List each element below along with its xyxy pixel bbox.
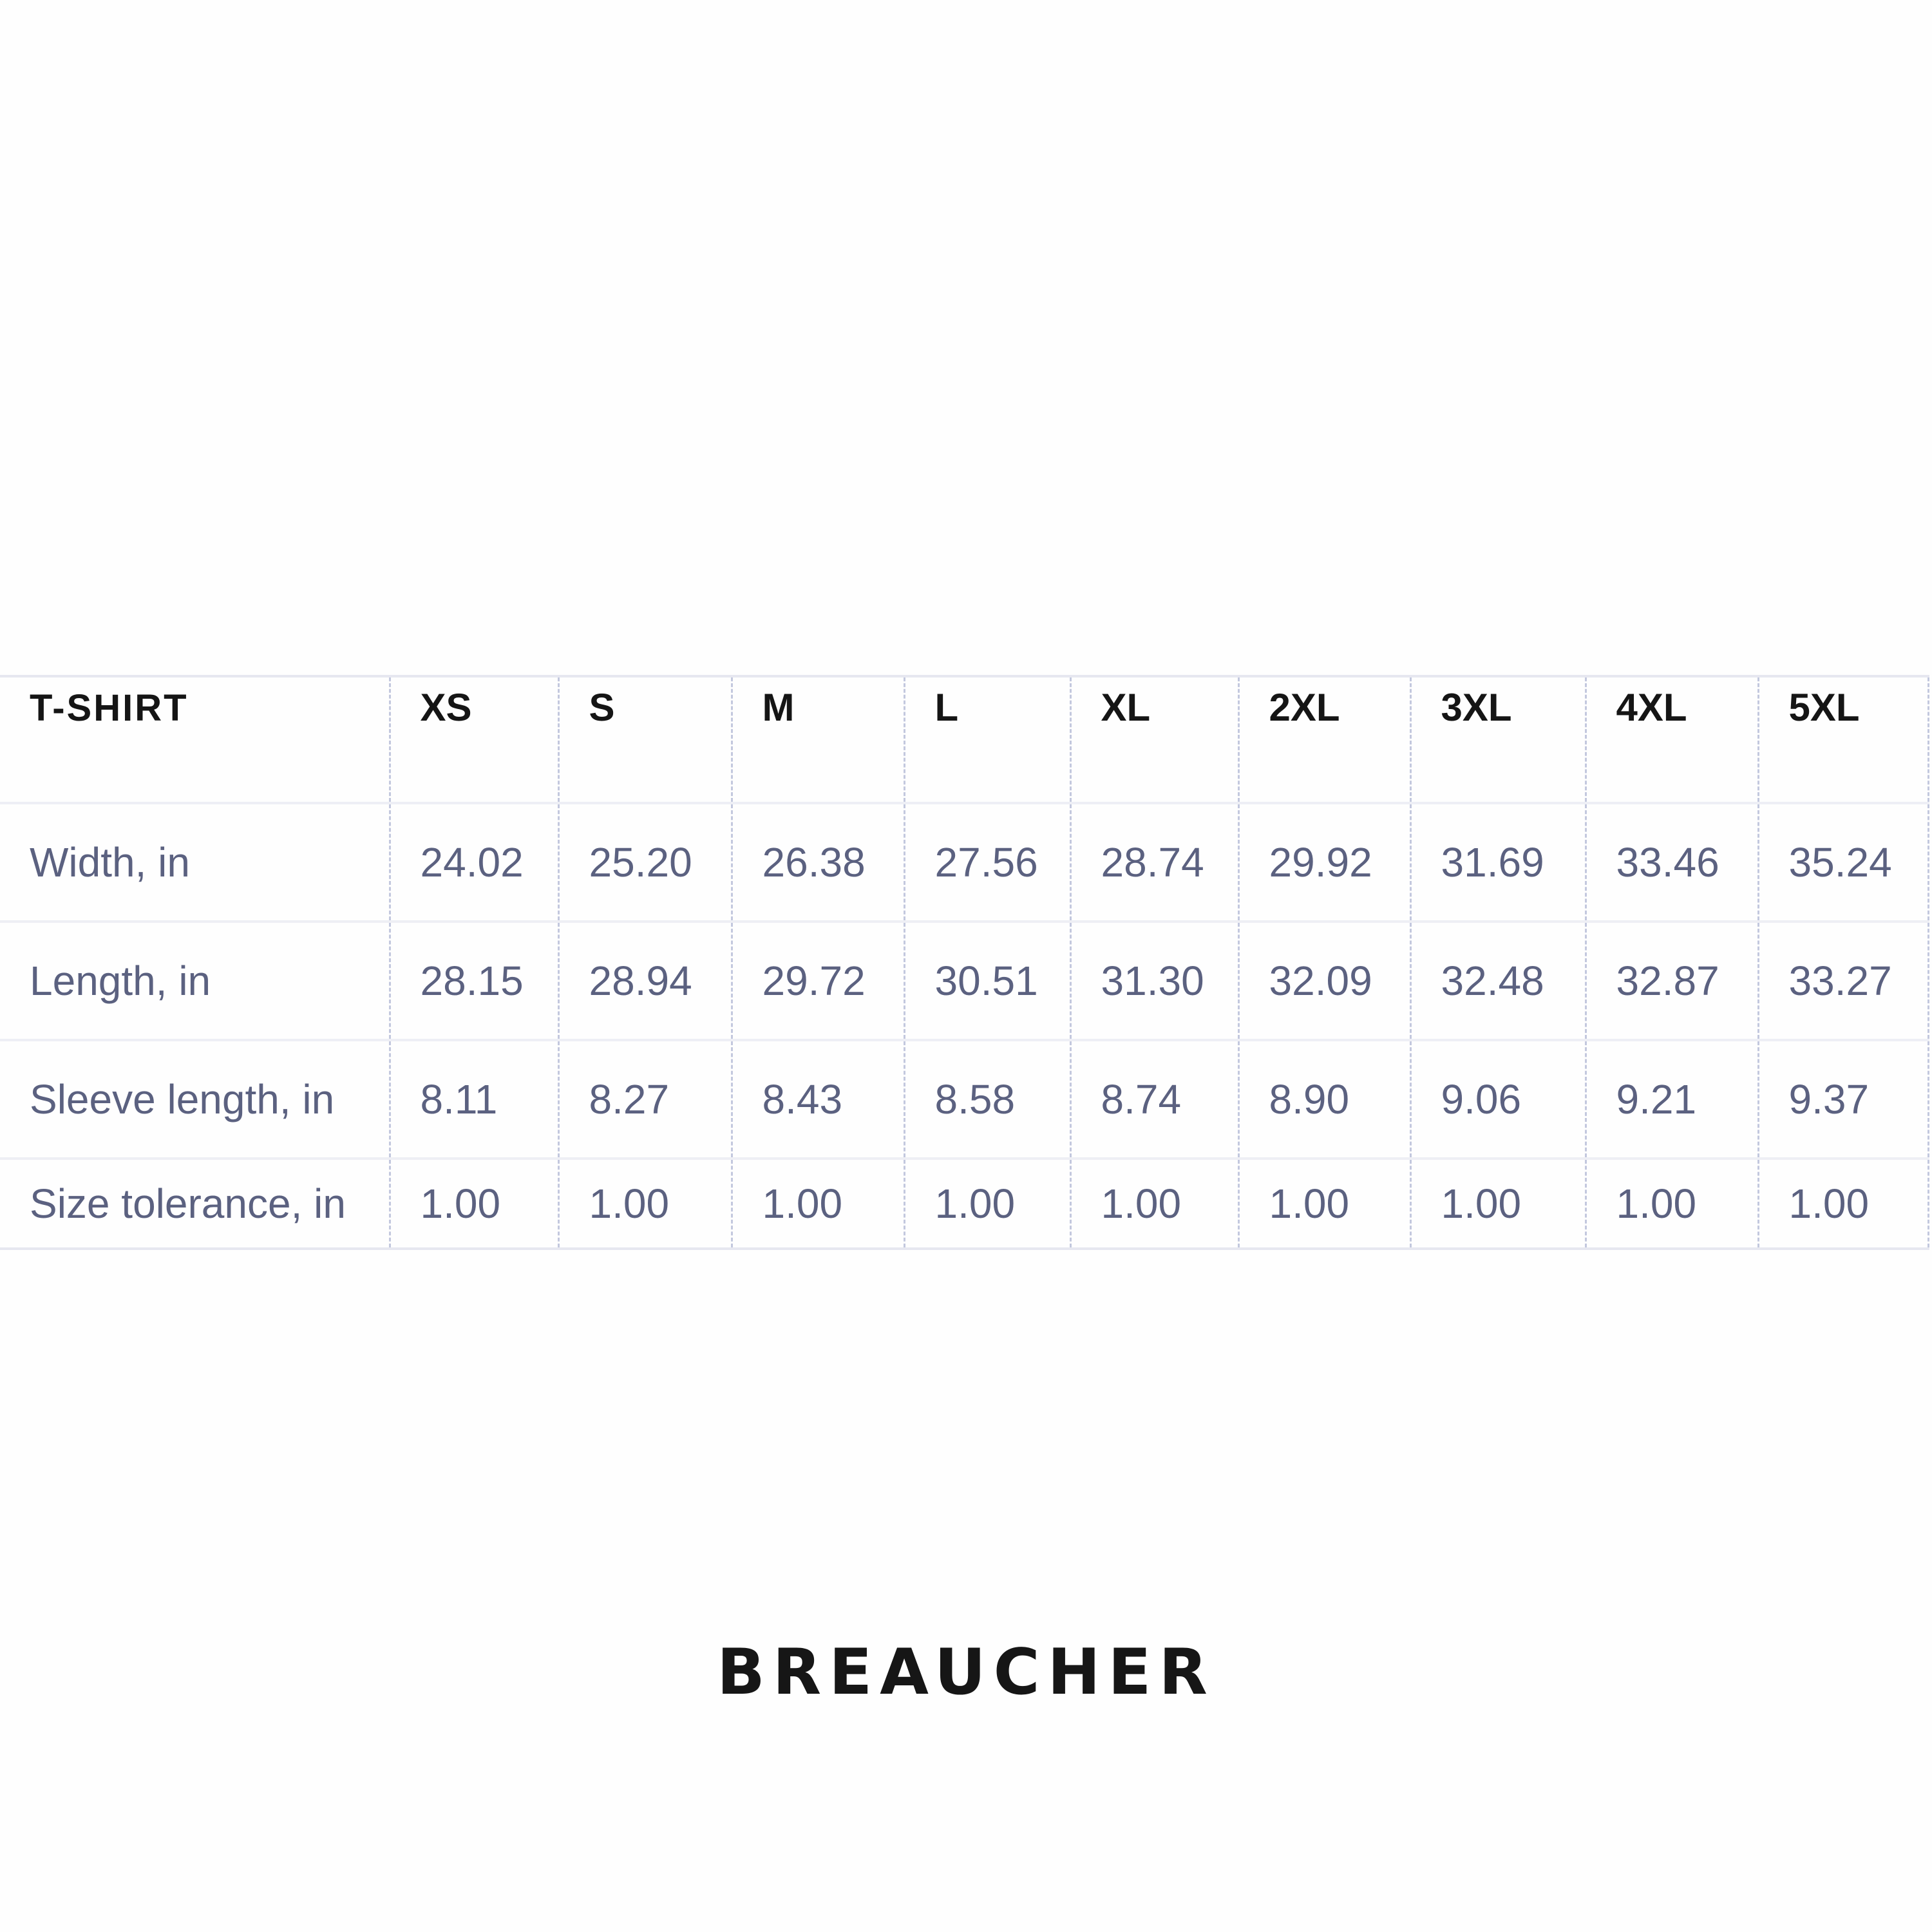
brand-logo: BREAUCHER	[717, 1636, 1215, 1709]
measurement-cell: 8.27	[557, 1040, 732, 1160]
measurement-cell: 30.51	[903, 922, 1070, 1041]
measurement-cell: 1.00	[1757, 1159, 1929, 1249]
measurement-cell: 28.74	[1069, 803, 1238, 923]
measurement-cell: 9.37	[1757, 1040, 1929, 1160]
measurement-cell: 8.74	[1069, 1040, 1238, 1160]
measurement-cell: 9.06	[1409, 1040, 1586, 1160]
size-header-2xl: 2XL	[1237, 676, 1410, 804]
measurement-cell: 25.20	[557, 803, 732, 923]
table-row: Length, in 28.15 28.94 29.72 30.51 31.30 32.09…	[0, 922, 1929, 1041]
measurement-cell: 32.48	[1409, 922, 1586, 1041]
measurement-cell: 8.58	[903, 1040, 1070, 1160]
size-header-l: L	[903, 676, 1070, 804]
measurement-cell: 32.09	[1237, 922, 1410, 1041]
row-label: Sleeve length, in	[0, 1040, 390, 1160]
measurement-cell: 8.11	[388, 1040, 558, 1160]
measurement-cell: 1.00	[1069, 1159, 1238, 1249]
size-header-3xl: 3XL	[1409, 676, 1586, 804]
measurement-cell: 33.27	[1757, 922, 1929, 1041]
row-label: Width, in	[0, 803, 390, 923]
measurement-cell: 28.94	[557, 922, 732, 1041]
measurement-cell: 1.00	[1409, 1159, 1586, 1249]
size-header-m: M	[730, 676, 904, 804]
measurement-cell: 29.72	[730, 922, 904, 1041]
size-chart-table: T-SHIRT XS S M L XL 2XL 3XL 4XL 5XL Width, in 24.02…	[0, 675, 1929, 1250]
measurement-cell: 31.69	[1409, 803, 1586, 923]
measurement-cell: 1.00	[557, 1159, 732, 1249]
size-header-xl: XL	[1069, 676, 1238, 804]
measurement-cell: 31.30	[1069, 922, 1238, 1041]
size-header-s: S	[557, 676, 732, 804]
table-row: Size tolerance, in 1.00 1.00 1.00 1.00 1.00 1.…	[0, 1159, 1929, 1249]
table-row: Width, in 24.02 25.20 26.38 27.56 28.74 29.92 3…	[0, 803, 1929, 923]
size-header-5xl: 5XL	[1757, 676, 1929, 804]
measurement-cell: 29.92	[1237, 803, 1410, 923]
size-header-xs: XS	[388, 676, 558, 804]
measurement-cell: 28.15	[388, 922, 558, 1041]
measurement-cell: 1.00	[1584, 1159, 1758, 1249]
measurement-cell: 33.46	[1584, 803, 1758, 923]
measurement-cell: 1.00	[388, 1159, 558, 1249]
measurement-cell: 27.56	[903, 803, 1070, 923]
table-row: Sleeve length, in 8.11 8.27 8.43 8.58 8.74 8.9…	[0, 1040, 1929, 1160]
measurement-cell: 26.38	[730, 803, 904, 923]
size-header-4xl: 4XL	[1584, 676, 1758, 804]
measurement-cell: 32.87	[1584, 922, 1758, 1041]
row-label: Size tolerance, in	[30, 1180, 346, 1227]
header-row: T-SHIRT XS S M L XL 2XL 3XL 4XL 5XL	[0, 676, 1929, 804]
measurement-cell: 1.00	[1237, 1159, 1410, 1249]
measurement-cell: 24.02	[388, 803, 558, 923]
measurement-cell: 1.00	[730, 1159, 904, 1249]
measurement-cell: 9.21	[1584, 1040, 1758, 1160]
measurement-cell: 8.43	[730, 1040, 904, 1160]
table-title: T-SHIRT	[0, 676, 390, 804]
row-label: Length, in	[0, 922, 390, 1041]
measurement-cell: 8.90	[1237, 1040, 1410, 1160]
measurement-cell: 35.24	[1757, 803, 1929, 923]
measurement-cell: 1.00	[903, 1159, 1070, 1249]
